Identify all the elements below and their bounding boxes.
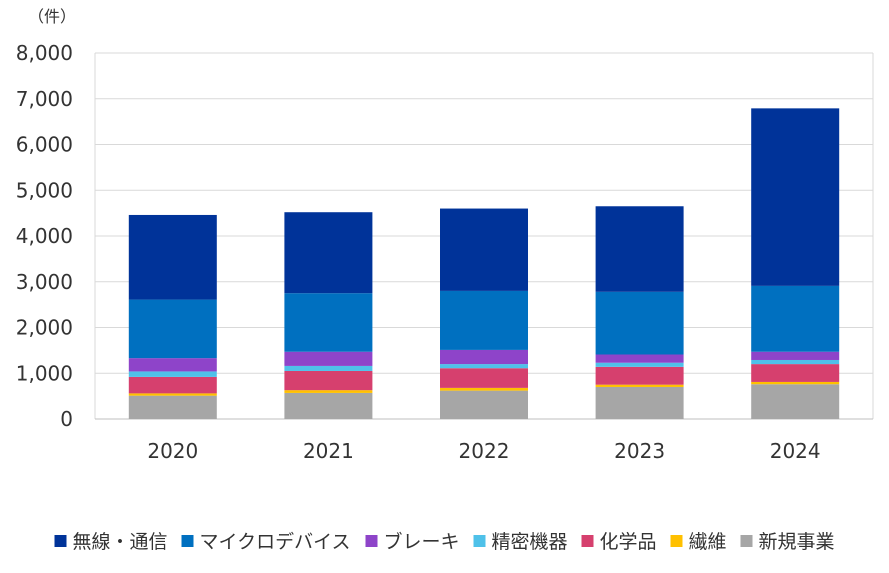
bar-2022-3: [440, 364, 528, 369]
x-tick-label: 2023: [614, 439, 665, 463]
bar-2020-5: [128, 299, 217, 359]
legend-swatch: [670, 535, 683, 547]
x-tick-label: 2022: [459, 439, 510, 463]
x-axis-ticks: 2020 2021 2022 2023 2024: [147, 439, 820, 463]
bar-2024-1: [751, 381, 840, 385]
bar-2021-5: [284, 293, 373, 352]
bar-2024-0: [751, 384, 840, 419]
legend-label: 無線・通信: [73, 531, 168, 553]
bar-2024-4: [751, 351, 840, 360]
legend-swatch: [581, 535, 594, 547]
bar-2020-4: [128, 358, 217, 372]
y-axis-unit-label: （件）: [28, 7, 76, 26]
x-tick-label: 2020: [147, 439, 198, 463]
y-tick-label: 6,000: [16, 133, 73, 157]
legend-swatch: [473, 535, 486, 547]
bar-2021-0: [284, 392, 373, 419]
legend-swatch: [365, 535, 378, 547]
bar-2021-4: [284, 351, 373, 366]
y-tick-label: 3,000: [16, 270, 73, 294]
bar-2020-2: [128, 376, 217, 394]
y-tick-label: 2,000: [16, 316, 73, 340]
y-tick-label: 0: [60, 407, 73, 431]
bar-2023-4: [595, 354, 684, 363]
bar-2021-1: [284, 390, 373, 393]
bar-2021-6: [284, 212, 373, 294]
x-tick-label: 2021: [303, 439, 354, 463]
legend-label: 化学品: [600, 531, 657, 553]
bar-2022-2: [440, 368, 528, 388]
legend-label: ブレーキ: [384, 530, 460, 553]
legend-swatch: [181, 535, 194, 547]
y-tick-label: 7,000: [16, 87, 73, 111]
bar-2023-3: [595, 362, 684, 367]
bar-2022-1: [440, 387, 528, 391]
bar-2022-0: [440, 390, 528, 419]
bar-2024-2: [751, 364, 840, 382]
legend-label: 繊維: [689, 531, 727, 553]
legend-swatch: [54, 535, 67, 547]
legend: 無線・通信 マイクロデバイス ブレーキ 精密機器 化学品 繊維 新規事業: [54, 530, 835, 553]
x-tick-label: 2024: [770, 439, 821, 463]
y-tick-label: 1,000: [16, 361, 73, 385]
bars: [128, 108, 840, 419]
y-axis-ticks: 0 1,000 2,000 3,000 4,000 5,000 6,000 7,000 8,00…: [16, 41, 73, 431]
bar-2022-6: [440, 208, 528, 291]
legend-label: 精密機器: [492, 531, 568, 553]
bar-2020-3: [128, 371, 217, 377]
bar-2023-0: [595, 386, 684, 419]
y-tick-label: 8,000: [16, 41, 73, 65]
bar-2023-2: [595, 366, 684, 385]
bar-2024-6: [751, 108, 840, 286]
legend-label: 新規事業: [759, 531, 835, 553]
y-tick-label: 5,000: [16, 178, 73, 202]
bar-2022-5: [440, 290, 528, 350]
bar-2020-0: [128, 395, 217, 419]
bar-2021-2: [284, 370, 373, 391]
bar-2024-3: [751, 359, 840, 365]
bar-2023-1: [595, 384, 684, 387]
bar-2022-4: [440, 349, 528, 365]
y-tick-label: 4,000: [16, 224, 73, 248]
bar-2020-1: [128, 393, 217, 396]
bar-2023-6: [595, 206, 684, 292]
bar-2020-6: [128, 214, 217, 300]
legend-swatch: [740, 535, 753, 547]
bar-2024-5: [751, 285, 840, 352]
bar-2023-5: [595, 291, 684, 355]
legend-label: マイクロデバイス: [200, 531, 351, 553]
bar-2021-3: [284, 365, 373, 371]
